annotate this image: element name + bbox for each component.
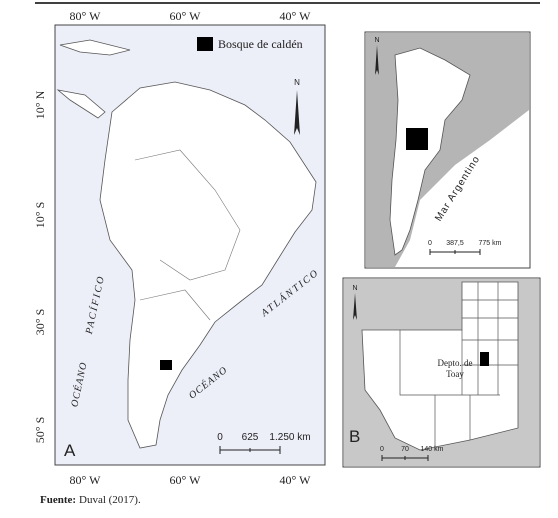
scale-label: 140 km bbox=[421, 446, 444, 453]
calden-forest bbox=[160, 360, 172, 370]
lon-label: 80° W bbox=[70, 473, 102, 487]
lat-label: 30° S bbox=[33, 309, 47, 335]
scale-bar bbox=[429, 249, 481, 255]
lon-label: 80° W bbox=[70, 9, 102, 23]
panel-label: A bbox=[64, 441, 76, 460]
lon-label: 40° W bbox=[280, 473, 312, 487]
lon-label: 60° W bbox=[170, 473, 202, 487]
continent bbox=[99, 81, 317, 449]
lon-label: 40° W bbox=[280, 9, 312, 23]
scale-bar bbox=[219, 446, 281, 454]
scale-label: 625 bbox=[242, 432, 259, 443]
north-label: N bbox=[352, 285, 357, 292]
panel-label: B bbox=[349, 427, 360, 446]
place-label: Depto. de bbox=[438, 358, 473, 368]
toay bbox=[480, 352, 489, 366]
lat-label: 10° S bbox=[33, 202, 47, 228]
scale-label: 387,5 bbox=[446, 240, 464, 247]
source-label: Fuente: bbox=[40, 494, 76, 506]
scale-label: 775 km bbox=[479, 240, 502, 247]
scale-label: 70 bbox=[401, 446, 409, 453]
lat-label: 10° N bbox=[33, 90, 47, 119]
calden-forest bbox=[406, 128, 428, 150]
borders bbox=[134, 149, 241, 321]
lat-label: 50° S bbox=[33, 417, 47, 443]
legend-swatch bbox=[197, 37, 213, 51]
north-arrow bbox=[294, 90, 300, 135]
north-arrow bbox=[353, 293, 357, 320]
scale-bar bbox=[381, 455, 429, 461]
north-label: N bbox=[294, 78, 300, 87]
scale-label: 1.250 km bbox=[269, 432, 310, 443]
scale-label: 0 bbox=[380, 446, 384, 453]
lon-label: 60° W bbox=[170, 9, 202, 23]
argentina bbox=[389, 47, 471, 256]
central-america bbox=[56, 39, 131, 119]
departments bbox=[399, 282, 518, 450]
south-america bbox=[56, 39, 317, 449]
legend-label: Bosque de caldén bbox=[218, 37, 303, 51]
place-label: Toay bbox=[446, 369, 464, 379]
scale-label: 0 bbox=[217, 432, 223, 443]
north-label: N bbox=[374, 37, 379, 44]
scale-label: 0 bbox=[428, 240, 432, 247]
north-arrow bbox=[375, 45, 379, 75]
source-text: Duval (2017). bbox=[79, 494, 141, 506]
